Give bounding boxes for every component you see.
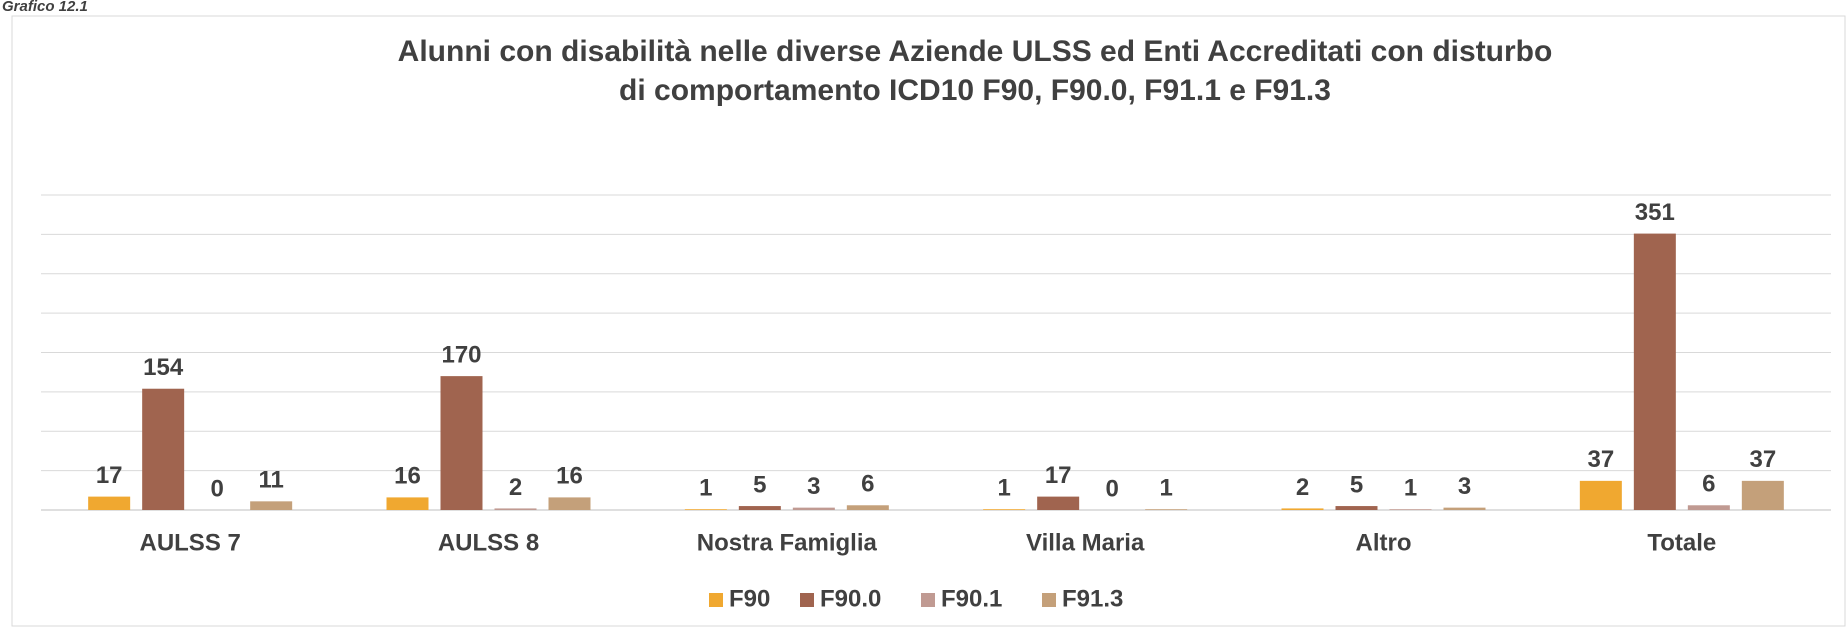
bar (88, 496, 131, 510)
legend-label: F90.1 (941, 585, 1002, 612)
data-label: 0 (210, 475, 223, 502)
bar (1579, 480, 1622, 510)
bar (983, 509, 1026, 510)
x-tick-label: Nostra Famiglia (697, 529, 878, 556)
data-label: 5 (1350, 471, 1363, 498)
caption: Grafico 12.1 (2, 0, 88, 15)
data-label: 16 (394, 463, 421, 490)
data-label: 0 (1105, 475, 1118, 502)
data-label: 37 (1587, 446, 1614, 473)
legend-swatch (1042, 593, 1056, 607)
legend-label: F91.3 (1062, 585, 1123, 612)
bar (440, 376, 483, 510)
chart-title: Alunni con disabilità nelle diverse Azie… (398, 35, 1553, 68)
bar (250, 501, 293, 510)
x-tick-label: Altro (1356, 529, 1412, 556)
data-label: 6 (1702, 471, 1715, 498)
bar (684, 509, 727, 510)
data-label: 11 (258, 467, 283, 494)
bar (1389, 509, 1432, 510)
bar (1687, 505, 1730, 510)
data-label: 2 (1296, 474, 1309, 501)
data-label: 170 (441, 341, 481, 368)
bar (1443, 507, 1486, 510)
x-tick-label: Villa Maria (1026, 529, 1145, 556)
data-label: 5 (753, 471, 766, 498)
data-label: 1 (997, 475, 1010, 502)
bar (846, 505, 889, 510)
bar (1037, 496, 1080, 510)
data-label: 1 (699, 475, 712, 502)
data-label: 6 (861, 471, 874, 498)
data-label: 17 (1045, 462, 1072, 489)
bar (494, 508, 537, 510)
chart-frame (11, 15, 1846, 627)
legend-swatch (800, 593, 814, 607)
data-label: 351 (1635, 199, 1675, 226)
bar (142, 388, 185, 510)
bar (792, 507, 835, 510)
data-label: 3 (807, 473, 820, 500)
data-label: 37 (1749, 446, 1776, 473)
data-label: 17 (96, 462, 123, 489)
legend-swatch (921, 593, 935, 607)
legend-label: F90 (729, 585, 770, 612)
data-label: 154 (143, 354, 184, 381)
bar (1633, 233, 1676, 510)
legend-swatch (709, 593, 723, 607)
bar (548, 497, 591, 510)
bar (386, 497, 429, 510)
x-tick-label: AULSS 7 (139, 529, 240, 556)
bar (1281, 508, 1324, 510)
data-label: 1 (1404, 475, 1417, 502)
bar (1145, 509, 1188, 510)
x-tick-label: Totale (1647, 529, 1716, 556)
chart-title: di comportamento ICD10 F90, F90.0, F91.1… (619, 74, 1331, 107)
data-label: 3 (1458, 473, 1471, 500)
data-label: 2 (509, 474, 522, 501)
bar (1741, 480, 1784, 510)
data-label: 1 (1159, 475, 1172, 502)
bar (738, 506, 781, 510)
legend-label: F90.0 (820, 585, 881, 612)
bar (1335, 506, 1378, 510)
x-tick-label: AULSS 8 (438, 529, 539, 556)
data-label: 16 (556, 463, 583, 490)
